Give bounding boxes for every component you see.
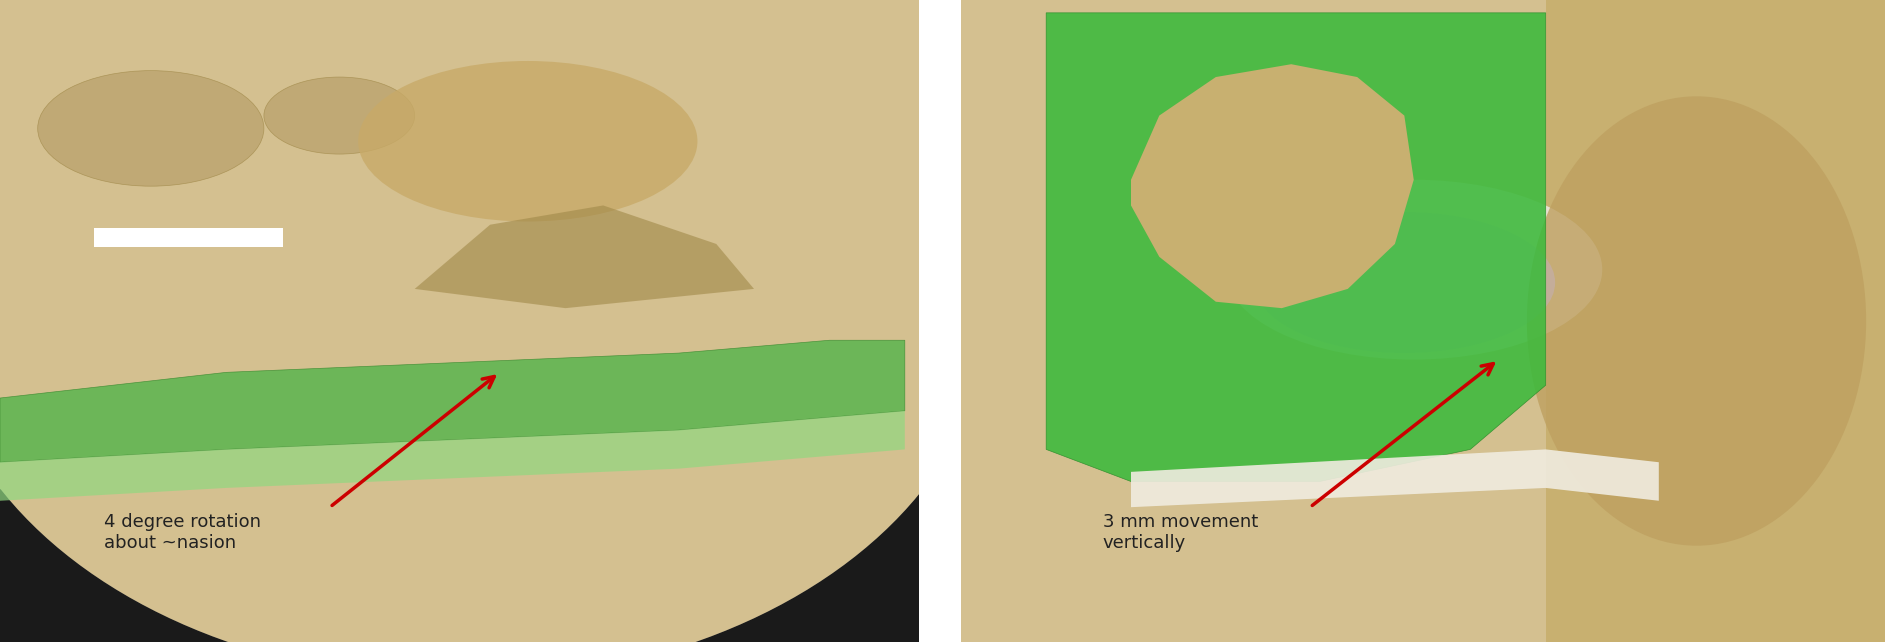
Polygon shape [0,340,905,462]
Polygon shape [1546,0,1885,642]
Polygon shape [961,0,1885,642]
Ellipse shape [264,77,415,154]
Polygon shape [0,411,905,501]
Polygon shape [0,0,924,642]
Polygon shape [1131,449,1659,507]
Polygon shape [1046,13,1546,481]
Polygon shape [0,0,924,642]
Ellipse shape [358,61,697,221]
Bar [920,0,946,642]
Text: 4 degree rotation
about ~nasion: 4 degree rotation about ~nasion [104,514,260,552]
Ellipse shape [1254,212,1555,353]
Ellipse shape [1225,180,1602,360]
Text: 3 mm movement
vertically: 3 mm movement vertically [1103,514,1257,552]
Bar [94,228,283,247]
Polygon shape [1131,64,1414,308]
Polygon shape [0,489,924,642]
Ellipse shape [38,71,264,186]
Ellipse shape [1527,96,1866,546]
Polygon shape [415,205,754,308]
